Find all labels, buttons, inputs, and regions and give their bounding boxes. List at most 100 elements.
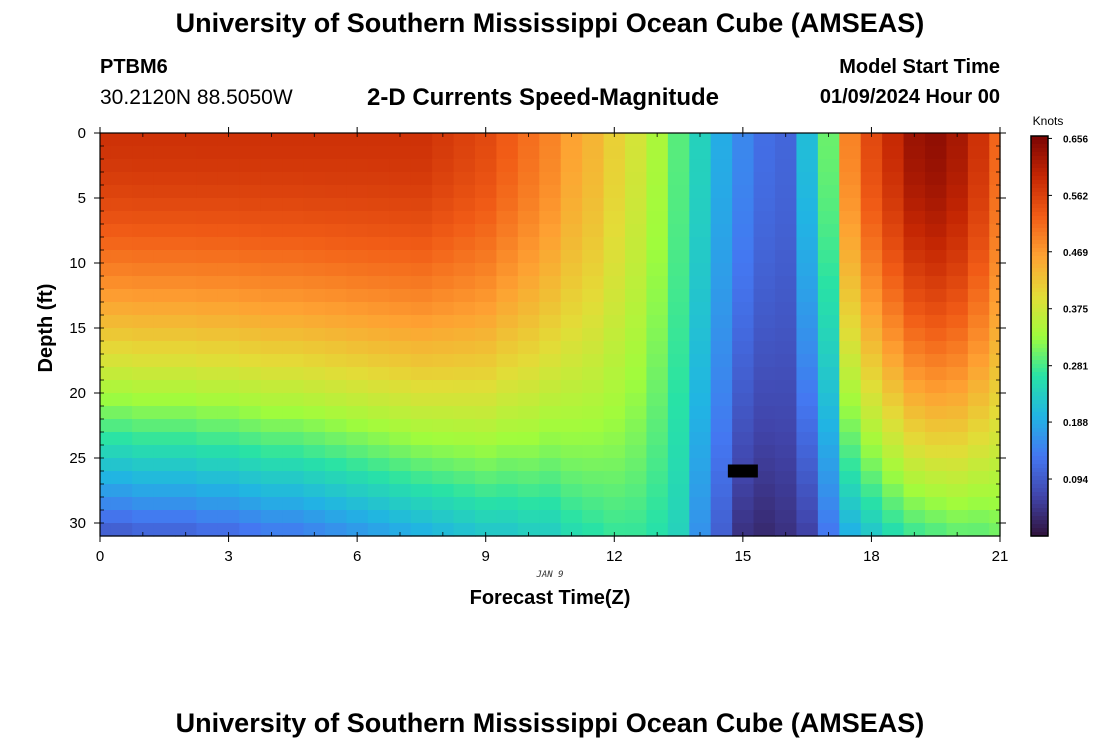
heatmap-cell (132, 328, 155, 342)
heatmap-cell (496, 315, 519, 329)
heatmap-cell (496, 328, 519, 342)
heatmap-cell (903, 224, 926, 238)
heatmap-cell (925, 263, 948, 277)
heatmap-cell (775, 432, 798, 446)
heatmap-cell (496, 237, 519, 251)
heatmap-cell (153, 445, 176, 459)
heatmap-cell (260, 471, 283, 485)
heatmap-cell (517, 289, 540, 303)
colorbar-segment (1031, 288, 1048, 293)
heatmap-cell (100, 211, 112, 225)
heatmap-cell (796, 237, 819, 251)
heatmap-cell (367, 185, 390, 199)
heatmap-cell (925, 276, 948, 290)
colorbar-segment (1031, 512, 1048, 517)
heatmap-cell (817, 445, 840, 459)
heatmap-cell (110, 198, 133, 212)
heatmap-cell (689, 289, 712, 303)
heatmap-cell (389, 328, 412, 342)
heatmap-cell (582, 432, 605, 446)
heatmap-cell (110, 224, 133, 238)
heatmap-cell (839, 224, 862, 238)
heatmap-cell (539, 510, 562, 524)
colorbar-segment (1031, 292, 1048, 297)
heatmap-cell (967, 432, 990, 446)
heatmap-cell (196, 523, 219, 537)
heatmap-cell (260, 393, 283, 407)
heatmap-cell (175, 263, 198, 277)
heatmap-cell (989, 185, 1001, 199)
heatmap-cell (282, 458, 305, 472)
colorbar-segment (1031, 516, 1048, 521)
heatmap-cell (882, 432, 905, 446)
heatmap-cell (346, 289, 369, 303)
colorbar-segment (1031, 460, 1048, 465)
heatmap-cell (303, 302, 326, 316)
heatmap-cell (967, 497, 990, 511)
heatmap-cell (132, 172, 155, 186)
heatmap-cell (517, 211, 540, 225)
heatmap-cell (475, 315, 498, 329)
heatmap-cell (432, 341, 455, 355)
heatmap-cell (282, 133, 305, 147)
colorbar-segment (1031, 148, 1048, 153)
heatmap-cell (775, 263, 798, 277)
heatmap-cell (582, 185, 605, 199)
heatmap-cell (303, 237, 326, 251)
heatmap-cell (196, 302, 219, 316)
heatmap-cell (517, 419, 540, 433)
heatmap-cell (753, 328, 776, 342)
heatmap-cell (860, 419, 883, 433)
heatmap-cell (410, 419, 433, 433)
heatmap-cell (946, 341, 969, 355)
heatmap-cell (775, 445, 798, 459)
heatmap-cell (196, 341, 219, 355)
heatmap-cell (325, 367, 348, 381)
heatmap-cell (496, 289, 519, 303)
colorbar-tick-label: 0.469 (1063, 248, 1088, 259)
heatmap-cell (560, 419, 583, 433)
heatmap-cell (453, 263, 476, 277)
heatmap-cell (217, 432, 240, 446)
heatmap-cell (796, 484, 819, 498)
heatmap-cell (100, 263, 112, 277)
heatmap-cell (710, 172, 733, 186)
heatmap-cell (989, 432, 1001, 446)
heatmap-cell (432, 419, 455, 433)
heatmap-cell (560, 133, 583, 147)
heatmap-cell (603, 419, 626, 433)
heatmap-cell (625, 159, 648, 173)
heatmap-cell (432, 510, 455, 524)
heatmap-cell (239, 289, 262, 303)
heatmap-cell (100, 445, 112, 459)
colorbar-segment (1031, 164, 1048, 169)
heatmap-cell (132, 484, 155, 498)
heatmap-cell (989, 419, 1001, 433)
heatmap-cell (796, 146, 819, 160)
heatmap-cell (925, 224, 948, 238)
axes-ticks: 0 3 6 9 12 15 18 21 0 5 10 15 20 25 30 (69, 125, 1008, 565)
heatmap-cell (946, 432, 969, 446)
heatmap-cell (946, 354, 969, 368)
heatmap-cell (153, 341, 176, 355)
heatmap-cell (796, 185, 819, 199)
heatmap-cell (732, 237, 755, 251)
heatmap-cell (560, 172, 583, 186)
heatmap-cell (946, 224, 969, 238)
heatmap-cell (775, 185, 798, 199)
heatmap-cell (646, 419, 669, 433)
heatmap-cell (989, 159, 1001, 173)
heatmap-cell (603, 328, 626, 342)
heatmap-cell (710, 133, 733, 147)
heatmap-cell (989, 471, 1001, 485)
colorbar-segment (1031, 156, 1048, 161)
heatmap-cell (217, 198, 240, 212)
heatmap-cell (175, 497, 198, 511)
heatmap-cell (100, 380, 112, 394)
heatmap-cell (132, 133, 155, 147)
heatmap-cell (689, 250, 712, 264)
heatmap-cell (432, 159, 455, 173)
heatmap-cell (839, 419, 862, 433)
heatmap-cell (367, 302, 390, 316)
heatmap-cell (817, 497, 840, 511)
